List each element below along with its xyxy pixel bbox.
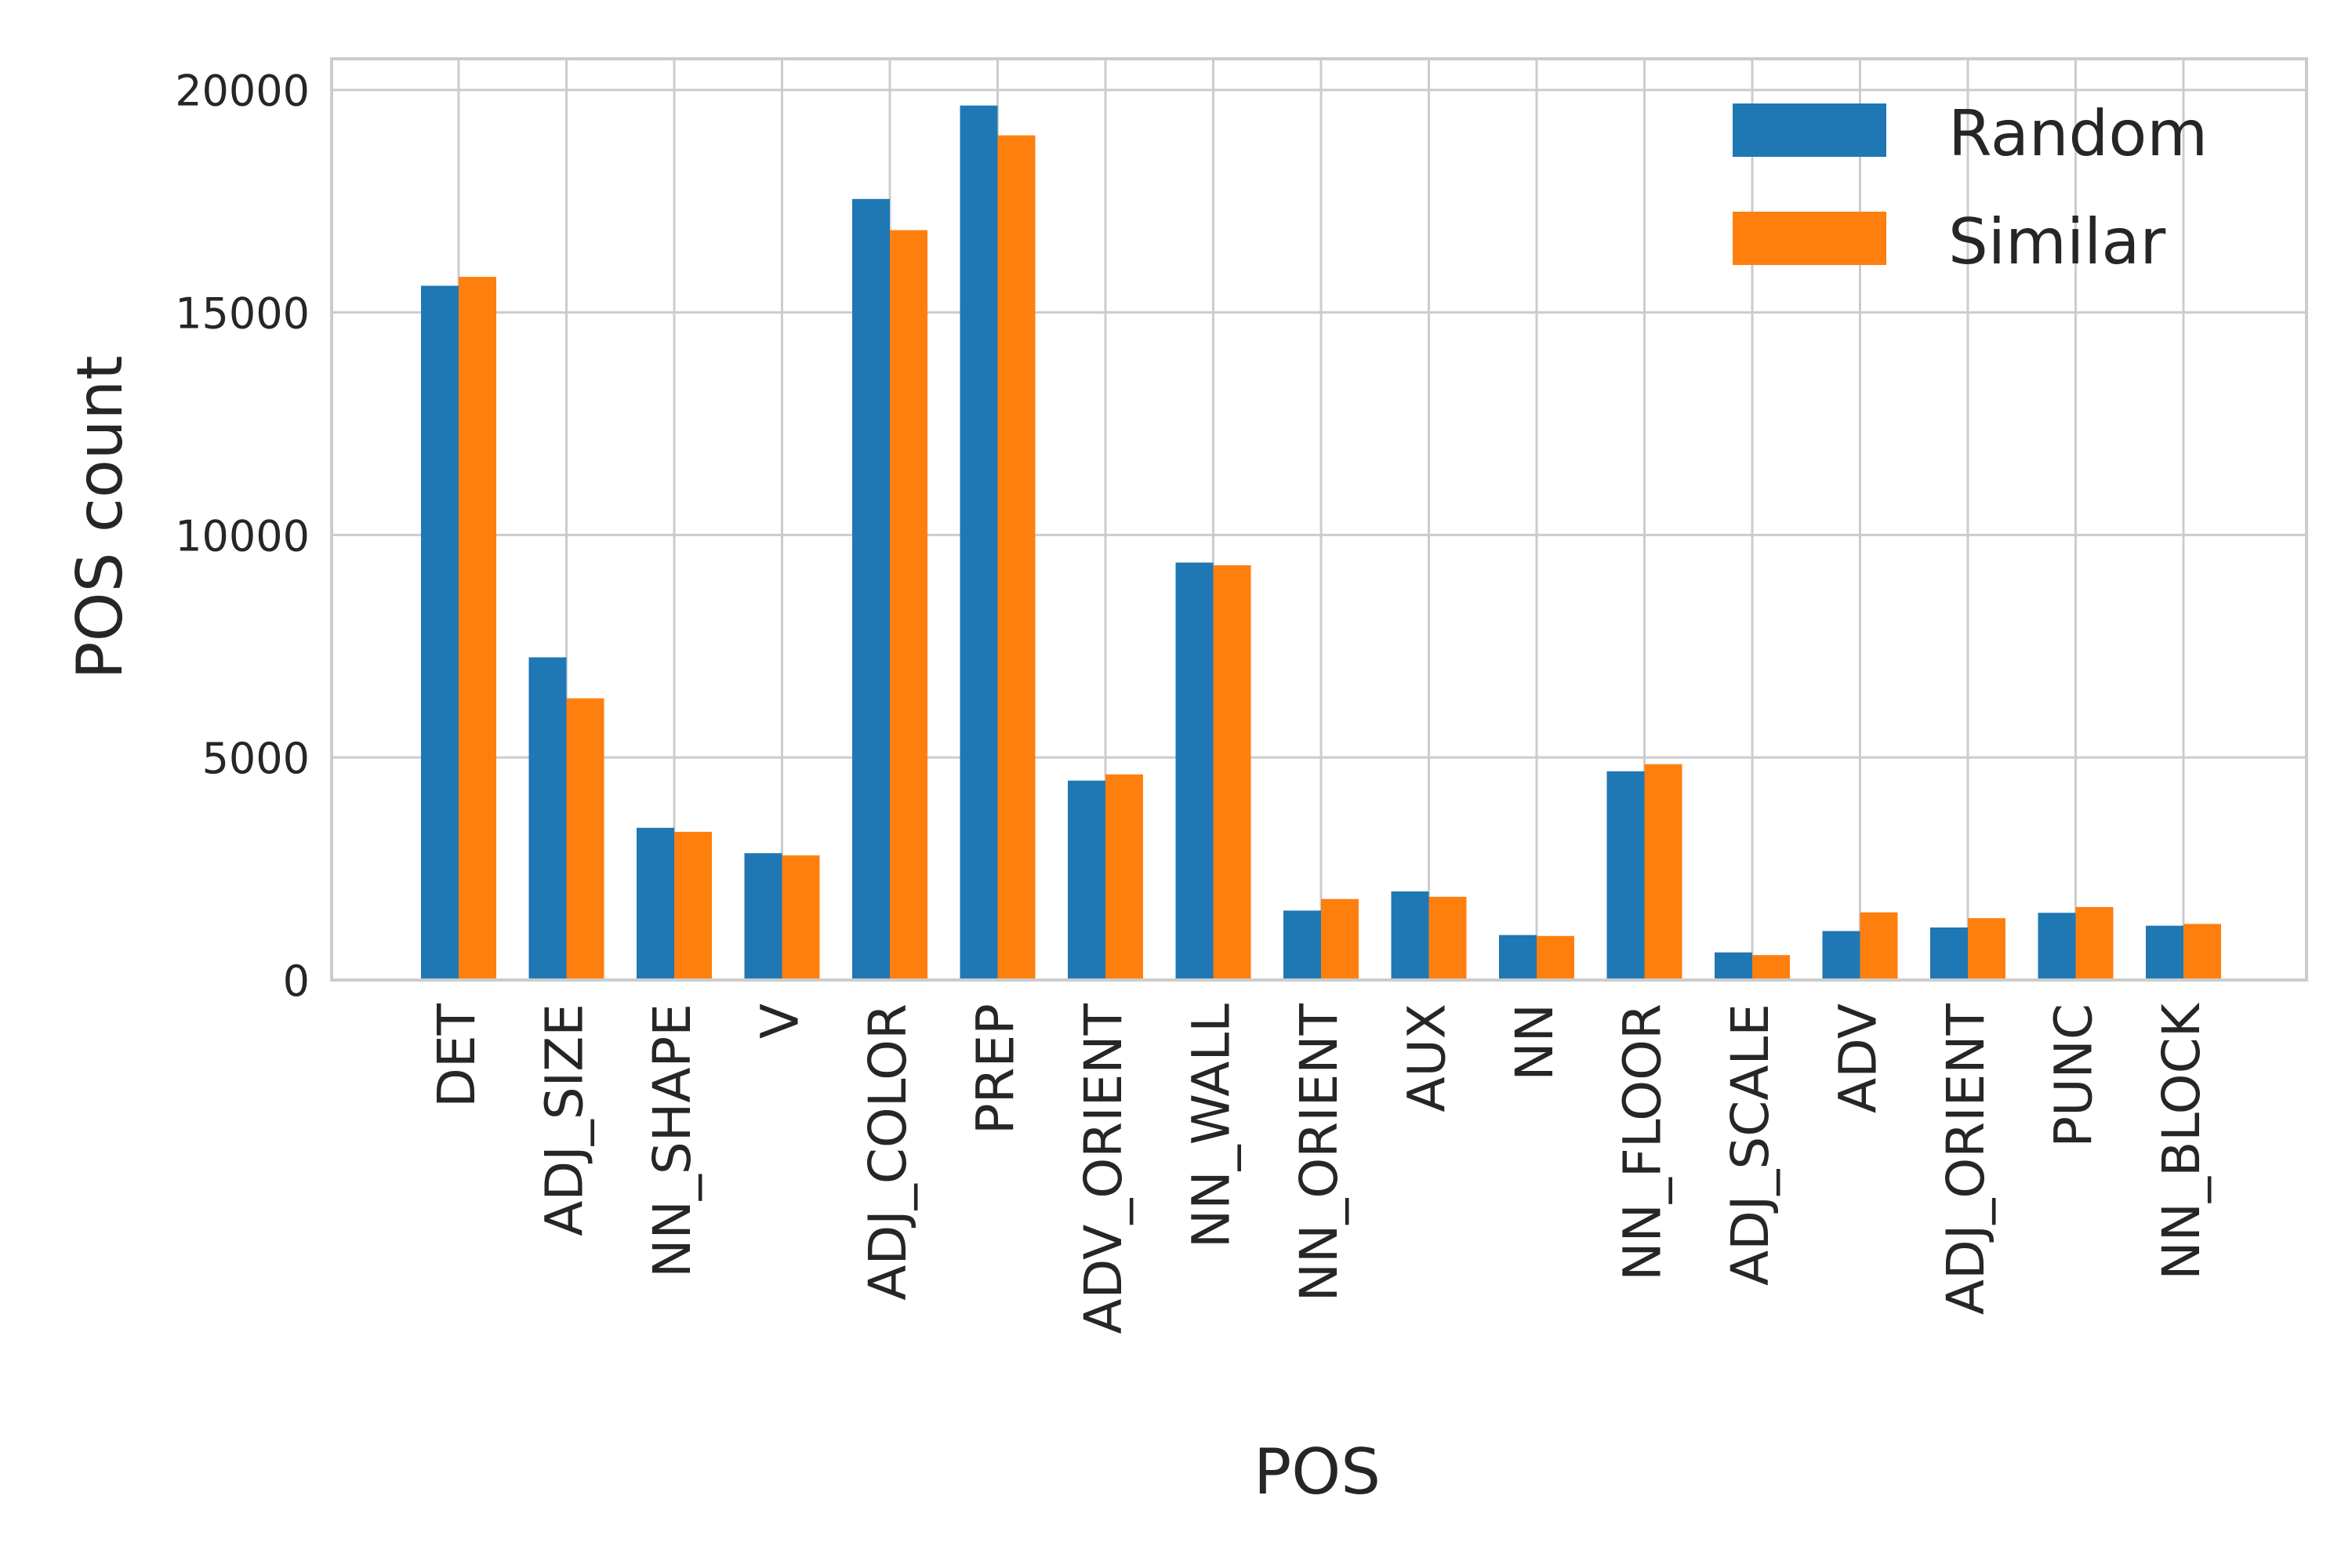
bar-random-punc — [2038, 913, 2076, 980]
bar-random-adj-size — [528, 657, 567, 980]
x-tick-label: NN_SHAPE — [642, 1004, 702, 1278]
x-tick-label: AUX — [1397, 1004, 1457, 1112]
bar-similar-nn — [1537, 935, 1574, 980]
legend-swatch-similar — [1733, 212, 1886, 265]
x-tick-label: NN_FLOOR — [1613, 1004, 1673, 1281]
bar-similar-aux — [1428, 896, 1467, 980]
bar-similar-adj-size — [566, 698, 604, 980]
legend-swatch-random — [1733, 103, 1886, 157]
bar-similar-nn-orient — [1321, 898, 1359, 980]
y-tick-label: 0 — [283, 956, 310, 1006]
bars — [421, 105, 2221, 981]
bar-random-prep — [960, 105, 998, 981]
bar-random-nn-block — [2146, 925, 2183, 980]
x-axis-label: POS — [1254, 1436, 1381, 1508]
x-tick-label: NN_WALL — [1181, 1004, 1242, 1248]
y-tick-label: 15000 — [175, 289, 310, 339]
x-tick-label: DET — [426, 1003, 487, 1108]
x-tick-label: ADJ_SCALE — [1720, 1004, 1780, 1286]
bar-similar-adj-color — [890, 230, 927, 980]
x-axis-ticks: DET ADJ_SIZE NN_SHAPE V ADJ_COLOR PREP ADV_ORI… — [426, 1002, 2212, 1334]
bar-random-aux — [1391, 891, 1429, 980]
y-axis-label: POS count — [64, 355, 136, 679]
bar-random-nn-floor — [1606, 771, 1645, 980]
x-tick-label: NN_ORIENT — [1289, 1003, 1349, 1301]
x-tick-label: NN_BLOCK — [2151, 1002, 2212, 1279]
bar-random-adv — [1822, 931, 1860, 980]
bar-random-adj-orient — [1930, 927, 1968, 980]
bar-similar-nn-shape — [674, 831, 712, 980]
bar-similar-adj-orient — [1968, 918, 2005, 980]
bar-similar-adv-orient — [1105, 774, 1143, 980]
y-tick-label: 10000 — [175, 511, 310, 561]
bar-random-v — [744, 853, 782, 980]
bar-similar-punc — [2075, 906, 2114, 980]
legend: Random Similar — [1733, 97, 2208, 278]
bar-similar-v — [782, 855, 820, 980]
x-tick-label: NN — [1504, 1004, 1565, 1081]
x-tick-label: ADJ_ORIENT — [1936, 1003, 1996, 1315]
bar-similar-nn-wall — [1213, 564, 1251, 980]
bar-similar-adv — [1860, 912, 1898, 980]
x-tick-label: ADJ_COLOR — [858, 1004, 918, 1301]
y-tick-label: 20000 — [175, 67, 310, 116]
bar-similar-nn-block — [2183, 924, 2221, 980]
x-tick-label: ADV_ORIENT — [1073, 1003, 1134, 1334]
bar-random-adj-color — [852, 198, 890, 981]
plot-frame — [330, 57, 2308, 982]
x-tick-label: ADJ_SIZE — [535, 1004, 595, 1236]
y-axis-ticks: 0 5000 10000 15000 20000 — [175, 67, 310, 1006]
bar-similar-det — [459, 277, 496, 980]
x-tick-label: PREP — [966, 1004, 1026, 1134]
x-tick-label: ADV — [1828, 1004, 1889, 1113]
bar-random-nn-orient — [1283, 910, 1321, 980]
bar-random-nn-shape — [637, 827, 674, 980]
bar-similar-adj-scale — [1752, 955, 1790, 980]
bar-random-nn-wall — [1175, 562, 1214, 980]
bar-similar-prep — [997, 135, 1036, 981]
bar-random-adj-scale — [1715, 952, 1752, 980]
x-tick-label: V — [750, 1004, 811, 1039]
bar-random-adv-orient — [1068, 780, 1105, 980]
bar-random-nn — [1499, 935, 1537, 980]
y-tick-label: 5000 — [202, 734, 310, 783]
bar-similar-nn-floor — [1644, 764, 1682, 980]
legend-label-random: Random — [1948, 97, 2208, 170]
bar-random-det — [421, 285, 459, 980]
x-tick-label: PUNC — [2044, 1004, 2104, 1148]
legend-label-similar: Similar — [1948, 205, 2165, 278]
